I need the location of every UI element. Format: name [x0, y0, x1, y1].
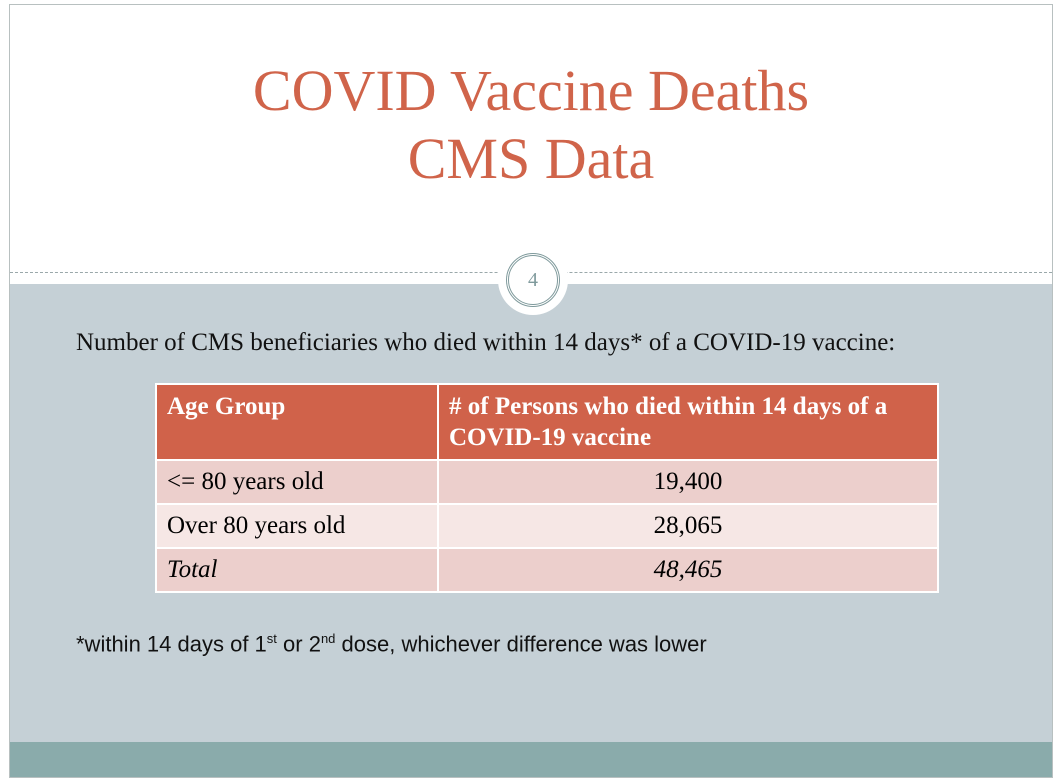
deaths-table: Age Group # of Persons who died within 14… [155, 383, 939, 593]
table-row: Over 80 years old 28,065 [155, 503, 939, 549]
slide-title: COVID Vaccine Deaths CMS Data [10, 57, 1052, 193]
footer-bar [10, 742, 1052, 777]
cell-age: Over 80 years old [155, 503, 439, 549]
cell-count: 28,065 [437, 503, 939, 549]
title-line-2: CMS Data [407, 126, 655, 191]
slide-number: 4 [506, 253, 560, 307]
slide-number-badge: 4 [498, 245, 568, 315]
header-age-group: Age Group [155, 383, 439, 461]
footnote: *within 14 days of 1st or 2nd dose, whic… [76, 631, 707, 657]
header-persons: # of Persons who died within 14 days of … [437, 383, 939, 461]
cell-age: Total [155, 547, 439, 593]
intro-text: Number of CMS beneficiaries who died wit… [76, 329, 896, 356]
table-row: <= 80 years old 19,400 [155, 459, 939, 505]
table-row-total: Total 48,465 [155, 547, 939, 593]
cell-age: <= 80 years old [155, 459, 439, 505]
slide: COVID Vaccine Deaths CMS Data 4 Number o… [9, 4, 1053, 778]
cell-count: 19,400 [437, 459, 939, 505]
cell-count: 48,465 [437, 547, 939, 593]
title-line-1: COVID Vaccine Deaths [252, 58, 810, 123]
table-header: Age Group # of Persons who died within 14… [155, 383, 939, 461]
